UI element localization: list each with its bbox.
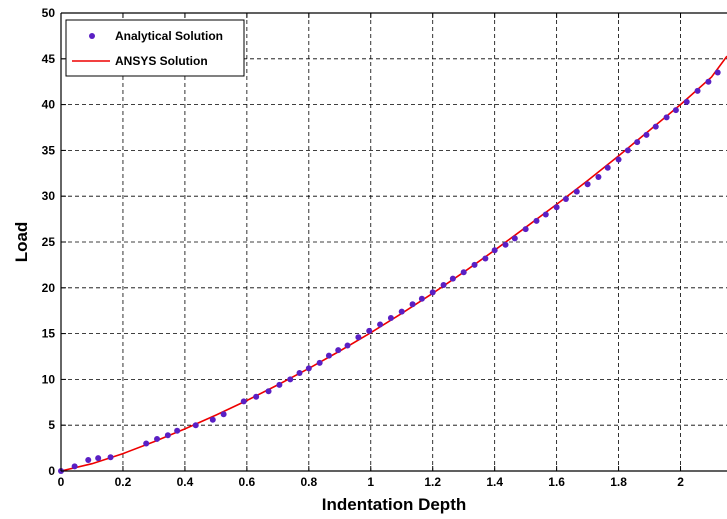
x-tick-label: 0.6 [239, 475, 256, 489]
analytical-point [604, 164, 611, 171]
legend: Analytical Solution ANSYS Solution [65, 19, 245, 77]
analytical-point [705, 78, 712, 85]
analytical-point [615, 156, 622, 163]
analytical-point [471, 261, 478, 268]
analytical-point [335, 347, 342, 354]
y-tick-label: 20 [42, 281, 56, 295]
analytical-point [482, 255, 489, 262]
y-tick-label: 0 [48, 464, 55, 478]
x-tick-label: 0 [58, 475, 65, 489]
y-tick-label: 10 [42, 372, 56, 386]
ansys-solution-line [60, 55, 727, 472]
x-tick-label: 0.2 [115, 475, 132, 489]
analytical-point [573, 188, 580, 195]
analytical-point [562, 195, 569, 202]
analytical-point [107, 454, 114, 461]
x-tick-label: 1.2 [424, 475, 441, 489]
data-series [58, 55, 727, 474]
y-tick-label: 25 [42, 235, 56, 249]
analytical-point [366, 327, 373, 334]
analytical-point [325, 352, 332, 359]
analytical-point [652, 123, 659, 130]
analytical-point [584, 181, 591, 188]
y-tick-label: 35 [42, 143, 56, 157]
legend-label-ansys: ANSYS Solution [115, 54, 208, 68]
analytical-point [154, 435, 161, 442]
x-tick-label: 2 [677, 475, 684, 489]
analytical-point [502, 241, 509, 248]
analytical-point [253, 393, 260, 400]
analytical-point [164, 432, 171, 439]
legend-label-analytical: Analytical Solution [115, 29, 223, 43]
analytical-point [220, 411, 227, 418]
analytical-point [553, 204, 560, 211]
analytical-point [522, 226, 529, 233]
analytical-point [449, 275, 456, 282]
axes-frame [60, 12, 727, 472]
y-tick-label: 50 [42, 6, 56, 20]
analytical-point [491, 247, 498, 254]
analytical-point [533, 217, 540, 224]
analytical-point [95, 455, 102, 462]
analytical-point [460, 269, 467, 276]
analytical-point [440, 282, 447, 289]
analytical-point [398, 308, 405, 315]
tick-labels: 0 0.2 0.4 0.6 0.8 1 1.2 1.4 1.6 1.8 20510152025303… [42, 6, 685, 489]
analytical-point [418, 295, 425, 302]
analytical-point [85, 457, 92, 464]
analytical-point [71, 463, 78, 470]
analytical-point [143, 440, 150, 447]
analytical-point [316, 359, 323, 366]
legend-box [65, 19, 245, 77]
analytical-point [209, 416, 216, 423]
analytical-point [265, 388, 272, 395]
analytical-point [174, 427, 181, 434]
y-tick-label: 5 [48, 418, 55, 432]
analytical-point [429, 289, 436, 296]
y-axis-title: Load [12, 222, 31, 263]
analytical-point [296, 369, 303, 376]
x-axis-title: Indentation Depth [322, 495, 466, 514]
analytical-point [683, 98, 690, 105]
y-tick-label: 40 [42, 98, 56, 112]
analytical-point [663, 114, 670, 121]
y-tick-label: 45 [42, 52, 56, 66]
analytical-point [387, 315, 394, 322]
analytical-point [240, 398, 247, 405]
y-tick-label: 15 [42, 327, 56, 341]
x-tick-label: 0.4 [177, 475, 194, 489]
analytical-point [305, 365, 312, 372]
analytical-point [643, 131, 650, 138]
legend-marker-analytical [89, 33, 95, 39]
analytical-point [355, 334, 362, 341]
x-tick-label: 1.4 [486, 475, 503, 489]
analytical-point [409, 301, 416, 308]
x-tick-label: 1.6 [548, 475, 565, 489]
analytical-point [192, 422, 199, 429]
analytical-point [595, 173, 602, 180]
analytical-point [511, 235, 518, 242]
analytical-point [634, 139, 641, 146]
analytical-point [624, 147, 631, 154]
analytical-point [714, 69, 721, 76]
analytical-point [276, 381, 283, 388]
analytical-point [377, 321, 384, 328]
grid-lines [61, 13, 727, 471]
x-tick-label: 1.8 [610, 475, 627, 489]
analytical-point [287, 376, 294, 383]
analytical-point [672, 107, 679, 114]
y-tick-label: 30 [42, 189, 56, 203]
analytical-point [694, 87, 701, 94]
analytical-point [344, 342, 351, 349]
x-tick-label: 1 [367, 475, 374, 489]
analytical-point [542, 211, 549, 218]
x-tick-label: 0.8 [300, 475, 317, 489]
